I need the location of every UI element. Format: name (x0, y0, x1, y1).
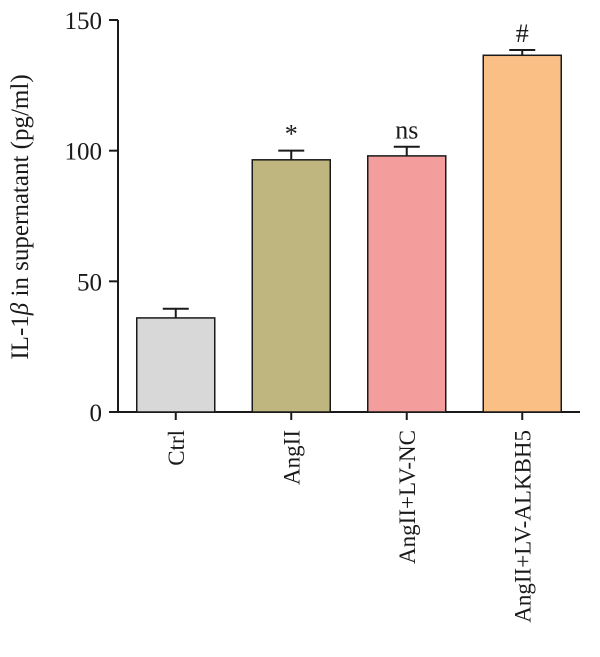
bar (482, 54, 562, 413)
y-tick-label: 150 (65, 8, 103, 35)
category-label: AngII+LV-NC (395, 430, 420, 564)
significance-label: * (285, 120, 298, 149)
category-label: Ctrl (164, 430, 189, 466)
y-axis-title-suffix: in supernatant (pg/ml) (7, 74, 34, 302)
category-label: AngII+LV-ALKBH5 (510, 430, 535, 623)
significance-label: ns (395, 116, 418, 145)
y-axis-title: IL-1β in supernatant (pg/ml) (7, 74, 34, 359)
y-tick-label: 100 (65, 139, 103, 166)
y-tick-label: 0 (90, 400, 103, 427)
category-label: AngII (279, 430, 304, 485)
y-axis-title-symbol: β (7, 302, 34, 316)
bar (136, 317, 216, 413)
significance-label: # (516, 19, 529, 48)
plot-area: 0 50 100 150 Ctrl * AngII ns AngII+LV-NC # AngII+L… (65, 8, 580, 623)
bar (251, 159, 331, 413)
y-axis-title-prefix: IL-1 (7, 315, 34, 359)
y-tick-label: 50 (77, 269, 102, 296)
bar (367, 155, 447, 413)
